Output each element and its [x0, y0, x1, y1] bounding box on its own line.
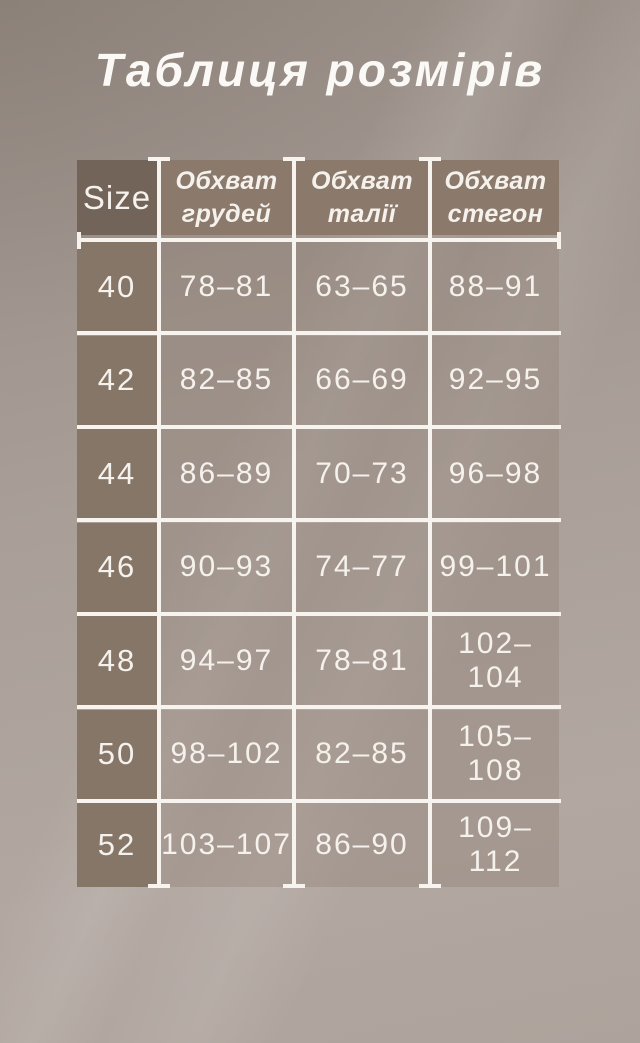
chest-cell: 82–85	[161, 335, 292, 425]
hips-cell: 88–91	[432, 242, 559, 332]
waist-cell: 66–69	[296, 335, 428, 425]
chest-cell: 103–107	[161, 803, 292, 887]
row-divider-line	[77, 425, 561, 429]
waist-cell: 86–90	[296, 803, 428, 887]
chest-cell: 90–93	[161, 522, 292, 612]
size-cell: 44	[77, 429, 157, 519]
size-cell: 40	[77, 242, 157, 332]
hips-cell: 105–108	[432, 709, 559, 799]
size-cell: 50	[77, 709, 157, 799]
row-divider-line	[77, 331, 561, 335]
column-header-size: Size	[77, 160, 157, 235]
header-underline-right-tick	[557, 231, 561, 249]
header-underline-left-tick	[77, 231, 81, 249]
divider-top-tick	[148, 157, 170, 161]
header-underline	[77, 238, 561, 242]
chest-cell: 86–89	[161, 429, 292, 519]
waist-cell: 82–85	[296, 709, 428, 799]
size-cell: 48	[77, 616, 157, 706]
column-header-hips: Обхват стегон	[432, 160, 559, 235]
row-divider-line	[77, 799, 561, 803]
chest-cell: 94–97	[161, 616, 292, 706]
waist-cell: 70–73	[296, 429, 428, 519]
size-cell: 46	[77, 522, 157, 612]
hips-cell: 102–104	[432, 616, 559, 706]
hips-cell: 92–95	[432, 335, 559, 425]
column-divider-line	[428, 157, 432, 888]
column-header-chest: Обхват грудей	[161, 160, 292, 235]
hips-cell: 96–98	[432, 429, 559, 519]
waist-cell: 78–81	[296, 616, 428, 706]
divider-bottom-tick	[148, 884, 170, 888]
hips-cell: 99–101	[432, 522, 559, 612]
waist-cell: 63–65	[296, 242, 428, 332]
divider-top-tick	[283, 157, 305, 161]
divider-bottom-tick	[419, 884, 441, 888]
divider-bottom-tick	[283, 884, 305, 888]
row-divider-line	[77, 612, 561, 616]
chest-cell: 78–81	[161, 242, 292, 332]
waist-cell: 74–77	[296, 522, 428, 612]
size-cell: 42	[77, 335, 157, 425]
size-cell: 52	[77, 803, 157, 887]
size-chart-table: Size Обхват грудей Обхват талії Обхват с…	[77, 157, 561, 889]
hips-cell: 109–112	[432, 803, 559, 887]
row-divider-line	[77, 518, 561, 522]
column-divider-line	[292, 157, 296, 888]
page-title: Таблиця розмірів	[94, 44, 546, 96]
column-header-waist: Обхват талії	[296, 160, 428, 235]
column-divider-line	[157, 157, 161, 888]
divider-top-tick	[419, 157, 441, 161]
row-divider-line	[77, 705, 561, 709]
chest-cell: 98–102	[161, 709, 292, 799]
